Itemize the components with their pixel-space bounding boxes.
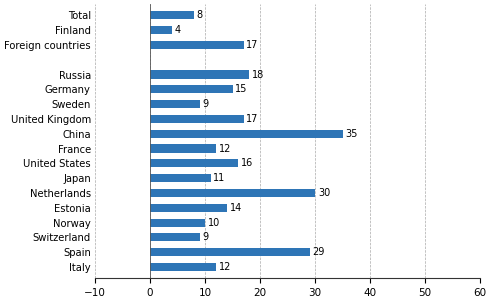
Text: 15: 15 xyxy=(235,84,247,94)
Text: 4: 4 xyxy=(175,25,181,35)
Bar xyxy=(150,115,244,123)
Text: 10: 10 xyxy=(208,217,220,228)
Text: 30: 30 xyxy=(318,188,330,198)
Bar xyxy=(150,233,199,242)
Bar xyxy=(150,41,244,49)
Text: 17: 17 xyxy=(246,114,259,124)
Bar xyxy=(150,219,205,227)
Text: 14: 14 xyxy=(230,203,242,213)
Bar xyxy=(150,144,216,153)
Bar xyxy=(150,100,199,108)
Bar xyxy=(150,248,310,256)
Bar xyxy=(150,26,172,34)
Bar xyxy=(150,130,343,138)
Bar xyxy=(150,159,238,167)
Text: 9: 9 xyxy=(202,99,208,109)
Bar xyxy=(150,174,211,182)
Text: 11: 11 xyxy=(213,173,225,183)
Text: 9: 9 xyxy=(202,233,208,243)
Bar xyxy=(150,263,216,271)
Text: 35: 35 xyxy=(345,129,358,139)
Text: 29: 29 xyxy=(312,247,325,257)
Bar xyxy=(150,204,227,212)
Text: 18: 18 xyxy=(252,69,264,79)
Text: 12: 12 xyxy=(219,143,231,153)
Bar xyxy=(150,70,249,79)
Text: 8: 8 xyxy=(197,10,203,20)
Text: 12: 12 xyxy=(219,262,231,272)
Bar xyxy=(150,189,315,197)
Text: 17: 17 xyxy=(246,40,259,50)
Bar xyxy=(150,11,194,19)
Text: 16: 16 xyxy=(241,158,253,168)
Bar xyxy=(150,85,233,93)
